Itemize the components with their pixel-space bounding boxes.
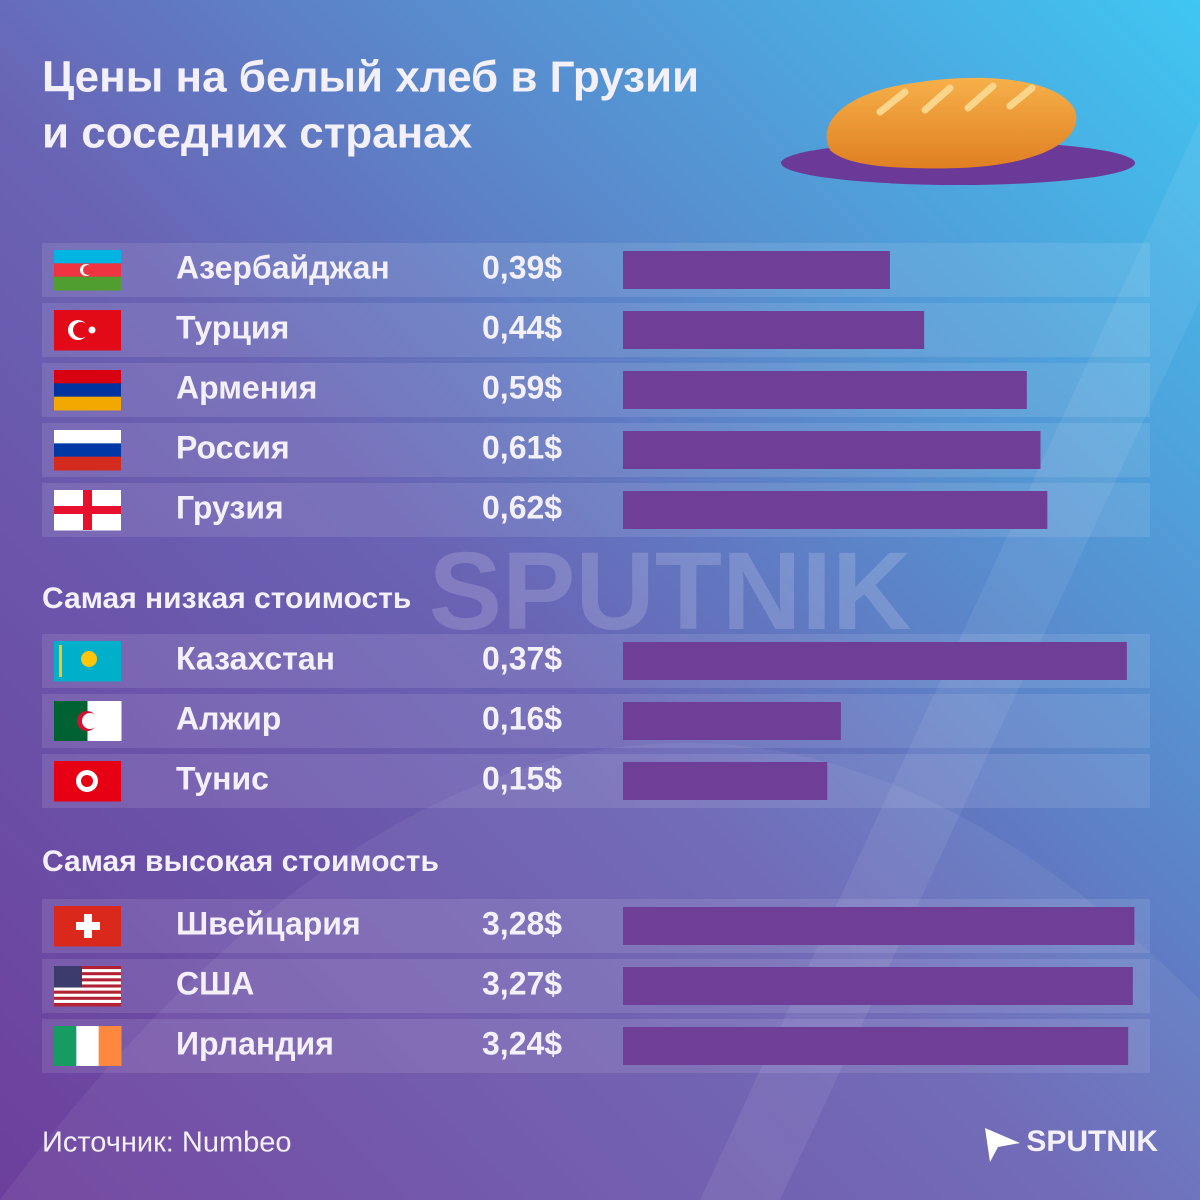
logo: SPUTNIK — [1026, 1125, 1158, 1158]
flag-stripe — [54, 276, 121, 291]
flag-stripe — [54, 990, 121, 995]
row-background — [42, 243, 1150, 297]
flag-stripe — [54, 383, 121, 398]
watermark: SPUTNIK — [429, 530, 912, 653]
value-label: 3,27$ — [482, 965, 562, 1001]
country-name: Грузия — [176, 489, 284, 525]
flag-stripe — [54, 250, 121, 264]
chart: Азербайджан 0,39$ Турция 0,44$ Армения 0,59$ Р… — [42, 243, 1150, 537]
bar — [623, 762, 828, 800]
section-title: Самая низкая стоимость — [42, 582, 411, 615]
row-background — [42, 754, 1150, 808]
flag-stripe — [54, 984, 121, 989]
flag-emblem — [88, 326, 96, 334]
country-name: Азербайджан — [176, 249, 390, 285]
flag — [54, 490, 121, 531]
flag-emblem — [81, 651, 97, 667]
flag — [54, 906, 121, 947]
bar — [623, 702, 841, 740]
flag-stripe — [54, 430, 121, 444]
flag-stripe — [76, 1026, 100, 1066]
country-name: Казахстан — [176, 640, 335, 676]
country-name: Армения — [176, 369, 317, 405]
bar — [623, 642, 1127, 680]
country-name: Турция — [176, 309, 289, 345]
flag-stripe — [54, 969, 121, 973]
row-background — [42, 303, 1150, 357]
flag-cross — [54, 506, 121, 514]
flag — [54, 701, 122, 741]
country-name: Тунис — [176, 760, 269, 796]
value-label: 0,15$ — [482, 760, 562, 796]
section-title: Самая высокая стоимость — [42, 845, 439, 878]
flag-stripe — [54, 987, 121, 992]
value-label: 0,16$ — [482, 700, 562, 736]
flag-stripe — [54, 981, 121, 985]
flag-stripe — [54, 443, 121, 458]
value-label: 3,28$ — [482, 905, 562, 941]
flag — [54, 1026, 122, 1066]
chart: Самая низкая стоимость Казахстан 0,37$ Алжи… — [42, 582, 1150, 808]
value-label: 0,62$ — [482, 489, 562, 525]
country-name: Россия — [176, 429, 290, 465]
country-name: США — [176, 965, 254, 1001]
bread-illustration — [781, 77, 1135, 185]
title: и соседних странах — [42, 109, 473, 158]
value-label: 0,39$ — [482, 249, 562, 285]
flag — [54, 430, 121, 471]
flag — [54, 761, 121, 802]
flag-stripe — [54, 1002, 121, 1007]
logo-icon — [985, 1128, 1020, 1162]
bar — [623, 311, 925, 349]
bar — [623, 967, 1133, 1005]
flag-canton — [54, 966, 82, 988]
flag-stripe — [54, 456, 121, 471]
bar — [623, 431, 1041, 469]
value-label: 0,37$ — [482, 640, 562, 676]
flag-emblem — [73, 322, 89, 338]
flag-cross — [76, 922, 100, 930]
flag-emblem — [83, 265, 93, 275]
bar — [623, 371, 1027, 409]
value-label: 0,61$ — [482, 429, 562, 465]
decor — [0, 742, 1200, 1200]
flag — [54, 966, 121, 1007]
country-name: Ирландия — [176, 1025, 334, 1061]
bar — [623, 491, 1048, 529]
flag-stripe — [54, 975, 121, 979]
country-name: Швейцария — [176, 905, 361, 941]
flag-emblem — [59, 645, 62, 677]
charts: Азербайджан 0,39$ Турция 0,44$ Армения 0,59$ Р… — [42, 243, 1150, 1073]
flag — [54, 250, 121, 291]
value-label: 0,44$ — [482, 309, 562, 345]
flag — [54, 370, 121, 411]
flag-stripe — [54, 396, 121, 411]
flag-stripe — [54, 996, 121, 1001]
country-name: Алжир — [176, 700, 281, 736]
flag-stripe — [54, 1026, 77, 1066]
flag-stripe — [54, 370, 121, 384]
flag — [54, 310, 121, 351]
flag-stripe — [54, 966, 121, 970]
flag-stripe — [54, 972, 121, 976]
chart: Самая высокая стоимость Швейцария 3,28$ США… — [42, 845, 1150, 1073]
row-background — [42, 694, 1150, 748]
flag-stripe — [54, 993, 121, 998]
flag-emblem — [81, 775, 93, 787]
flag-stripe — [54, 978, 121, 982]
bar — [623, 907, 1135, 945]
bar — [623, 1027, 1129, 1065]
flag — [54, 641, 121, 682]
flag-stripe — [98, 1026, 122, 1066]
source: Источник: Numbeo — [42, 1127, 292, 1159]
title: Цены на белый хлеб в Грузии — [42, 53, 699, 102]
value-label: 3,24$ — [482, 1025, 562, 1061]
flag-stripe — [54, 999, 121, 1004]
value-label: 0,59$ — [482, 369, 562, 405]
bar — [623, 251, 890, 289]
flag-emblem — [82, 713, 98, 729]
